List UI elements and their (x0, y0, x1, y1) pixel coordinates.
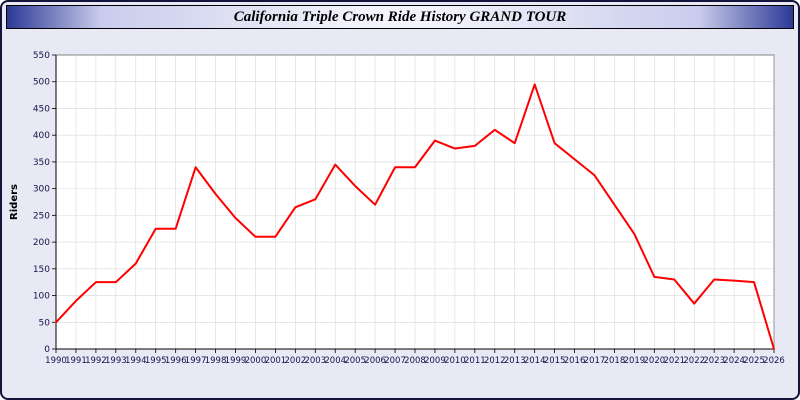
svg-text:2004: 2004 (324, 356, 346, 366)
svg-text:2005: 2005 (344, 356, 366, 366)
svg-text:450: 450 (33, 104, 50, 114)
line-chart: 0501001502002503003504004505005501990199… (9, 51, 785, 366)
svg-text:1990: 1990 (45, 356, 67, 366)
svg-text:300: 300 (33, 185, 50, 195)
svg-text:1996: 1996 (165, 356, 187, 366)
svg-text:2006: 2006 (364, 356, 386, 366)
y-axis-ticks: 0 50 100 150 200 250 300 350 400 450 500 550 (33, 51, 56, 355)
svg-text:2024: 2024 (723, 356, 745, 366)
svg-text:2022: 2022 (683, 356, 705, 366)
svg-text:2014: 2014 (524, 356, 546, 366)
svg-text:350: 350 (33, 158, 50, 168)
y-axis-label: Riders (9, 184, 20, 220)
svg-text:150: 150 (33, 265, 50, 275)
svg-text:100: 100 (33, 292, 50, 302)
svg-text:2026: 2026 (763, 356, 785, 366)
svg-text:400: 400 (33, 131, 50, 141)
svg-text:2013: 2013 (504, 356, 526, 366)
svg-text:2020: 2020 (644, 356, 666, 366)
svg-text:1999: 1999 (225, 356, 247, 366)
svg-text:2001: 2001 (265, 356, 287, 366)
svg-text:2008: 2008 (404, 356, 426, 366)
svg-text:2010: 2010 (444, 356, 466, 366)
svg-text:0: 0 (44, 345, 50, 355)
svg-text:2018: 2018 (604, 356, 626, 366)
svg-text:550: 550 (33, 51, 50, 61)
svg-text:50: 50 (39, 318, 51, 328)
chart-title: California Triple Crown Ride History GRA… (233, 8, 567, 25)
svg-text:2023: 2023 (703, 356, 725, 366)
svg-text:1992: 1992 (85, 356, 107, 366)
svg-text:2009: 2009 (424, 356, 446, 366)
svg-text:500: 500 (33, 78, 50, 88)
svg-text:2025: 2025 (743, 356, 765, 366)
svg-text:1998: 1998 (205, 356, 227, 366)
svg-text:1991: 1991 (65, 356, 87, 366)
svg-text:2016: 2016 (564, 356, 586, 366)
svg-text:2019: 2019 (624, 356, 646, 366)
svg-text:2011: 2011 (464, 356, 486, 366)
svg-text:200: 200 (33, 238, 50, 248)
svg-text:2000: 2000 (245, 356, 267, 366)
chart-container: 0 50 100 150 200 250 300 350 400 450 500 550 1990 199… (4, 33, 796, 380)
svg-text:250: 250 (33, 211, 50, 221)
riders-series-line (55, 83, 775, 350)
svg-text:2007: 2007 (384, 356, 406, 366)
svg-text:1997: 1997 (185, 356, 207, 366)
x-axis-ticks: 1990199119921993199419951996199719981999… (45, 349, 785, 366)
svg-text:2012: 2012 (484, 356, 506, 366)
svg-text:1995: 1995 (145, 356, 167, 366)
svg-text:2021: 2021 (663, 356, 685, 366)
svg-text:2003: 2003 (304, 356, 326, 366)
svg-text:2015: 2015 (544, 356, 566, 366)
chart-title-bar: California Triple Crown Ride History GRA… (6, 5, 794, 29)
svg-text:1993: 1993 (105, 356, 127, 366)
svg-text:1994: 1994 (125, 356, 147, 366)
axes (55, 55, 774, 350)
svg-text:2017: 2017 (584, 356, 606, 366)
svg-text:2002: 2002 (285, 356, 307, 366)
